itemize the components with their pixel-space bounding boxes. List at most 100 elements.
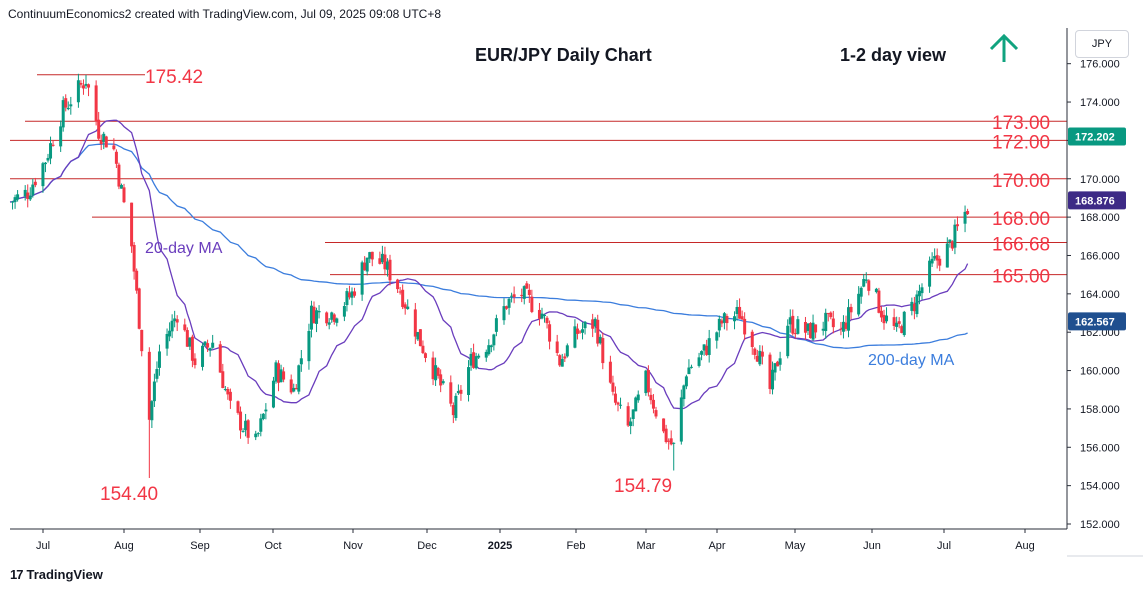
candle-body (221, 371, 225, 389)
candle (717, 315, 721, 338)
candle (388, 254, 392, 286)
candle (494, 314, 498, 337)
candle (573, 319, 577, 349)
candle-body (717, 318, 721, 331)
candle (81, 79, 85, 95)
candle-body (654, 410, 658, 417)
candle-body (185, 330, 189, 347)
candle (61, 96, 65, 132)
candle (598, 334, 602, 345)
candle (439, 369, 443, 393)
candle-body (771, 369, 775, 390)
candle (147, 347, 151, 478)
candle-body (119, 184, 123, 189)
candle-body (573, 326, 577, 348)
candle-body (646, 369, 650, 393)
candle (97, 111, 101, 142)
candle-body (928, 260, 932, 287)
candle (806, 323, 810, 336)
candle-body (859, 287, 863, 297)
candle (489, 344, 493, 353)
candle (537, 302, 541, 326)
candle (722, 311, 726, 330)
candle (201, 342, 205, 371)
candle-body (84, 83, 88, 86)
candle (649, 388, 653, 405)
candle (966, 208, 970, 216)
candle-body (540, 313, 544, 319)
candle (877, 287, 881, 314)
candle-body (312, 306, 316, 324)
candle (112, 138, 116, 151)
candle (221, 363, 225, 389)
candle (122, 183, 126, 204)
candle (137, 287, 141, 330)
candle-body (966, 211, 970, 215)
x-tick-label: Jul (36, 540, 50, 552)
candle (864, 272, 868, 284)
candle-body (867, 280, 871, 291)
candle-body (910, 301, 914, 311)
candle-body (380, 253, 384, 263)
candle-body (684, 376, 688, 387)
candle (563, 353, 567, 362)
level-label: 166.68 (992, 234, 1050, 255)
candle (560, 353, 564, 367)
candle-body (441, 381, 445, 384)
candle-body (353, 291, 357, 296)
candle-body (895, 322, 899, 327)
candle (385, 258, 389, 277)
candle-body (315, 310, 319, 324)
candle (363, 256, 367, 271)
candle (254, 430, 258, 441)
candle-body (824, 312, 828, 332)
candle-body (682, 385, 686, 400)
candle (687, 359, 691, 375)
candle (368, 251, 372, 263)
candle-body (271, 380, 275, 408)
candle (294, 384, 298, 390)
candle-body (593, 318, 597, 327)
candle (778, 351, 782, 371)
candle-body (636, 394, 640, 401)
candle-body (707, 338, 711, 355)
candle-body (844, 322, 848, 329)
candle (31, 178, 35, 198)
candle (565, 343, 569, 358)
candle-body (821, 328, 825, 331)
price-tag: 172.202 (1068, 127, 1126, 146)
candle-body (193, 358, 197, 366)
currency-scale-label[interactable]: JPY (1075, 30, 1129, 58)
candle-body (915, 294, 919, 315)
candle-body (474, 356, 478, 369)
candle (654, 406, 658, 419)
candle (418, 329, 422, 347)
candle-body (874, 288, 878, 293)
candle (193, 353, 197, 369)
candle (239, 406, 243, 439)
candle (132, 242, 136, 280)
candle-body (537, 309, 541, 319)
candle (218, 340, 222, 373)
candle (315, 307, 319, 333)
candle-body (228, 391, 232, 401)
candle-body (527, 289, 531, 296)
candle (507, 297, 511, 315)
candle (271, 376, 275, 409)
candle (525, 281, 529, 290)
candle-body (900, 326, 904, 333)
candle (477, 353, 481, 360)
candle (401, 284, 405, 310)
candle (104, 135, 108, 148)
level-label: 172.00 (992, 132, 1050, 153)
candle (707, 329, 711, 363)
y-tick-label: 156.000 (1080, 442, 1120, 454)
candle-body (487, 345, 491, 355)
tradingview-footer[interactable]: 17 TradingView (10, 567, 103, 582)
candle-body (449, 382, 453, 404)
candle (360, 260, 364, 301)
candle (165, 328, 169, 356)
candle-body (383, 254, 387, 270)
candle (289, 374, 293, 395)
